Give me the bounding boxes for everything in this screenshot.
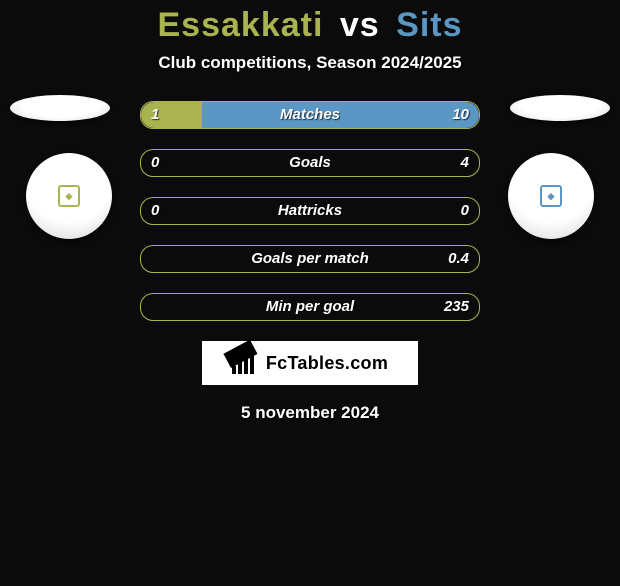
player2-badge-icon: ◆ [540, 185, 562, 207]
bar-value-right: 235 [444, 294, 469, 320]
subtitle: Club competitions, Season 2024/2025 [0, 53, 620, 73]
title-player2: Sits [396, 6, 462, 44]
bar-value-right: 10 [452, 102, 469, 128]
stat-bars: 1Matches100Goals40Hattricks0Goals per ma… [140, 101, 480, 321]
bar-value-right: 0.4 [448, 246, 469, 272]
player1-badge-icon: ◆ [58, 185, 80, 207]
bar-label: Matches [141, 102, 479, 128]
bar-value-right: 4 [461, 150, 469, 176]
logo-chart-icon [232, 352, 260, 374]
stat-bar-hattricks: 0Hattricks0 [140, 197, 480, 225]
snapshot-date: 5 november 2024 [0, 403, 620, 423]
title-player1: Essakkati [158, 6, 324, 44]
flag-right-ellipse [510, 95, 610, 121]
title-vs: vs [340, 6, 380, 44]
bar-label: Hattricks [141, 198, 479, 224]
stat-bar-goals-per-match: Goals per match0.4 [140, 245, 480, 273]
stat-bar-min-per-goal: Min per goal235 [140, 293, 480, 321]
stat-bar-matches: 1Matches10 [140, 101, 480, 129]
bar-label: Min per goal [141, 294, 479, 320]
bar-label: Goals [141, 150, 479, 176]
player1-avatar-disc: ◆ [26, 153, 112, 239]
bar-label: Goals per match [141, 246, 479, 272]
comparison-stage: ◆ ◆ 1Matches100Goals40Hattricks0Goals pe… [0, 101, 620, 321]
flag-left-ellipse [10, 95, 110, 121]
fctables-logo: FcTables.com [202, 341, 418, 385]
stat-bar-goals: 0Goals4 [140, 149, 480, 177]
logo-text: FcTables.com [266, 353, 388, 374]
page-title: Essakkati vs Sits [0, 6, 620, 45]
bar-value-right: 0 [461, 198, 469, 224]
player2-avatar-disc: ◆ [508, 153, 594, 239]
